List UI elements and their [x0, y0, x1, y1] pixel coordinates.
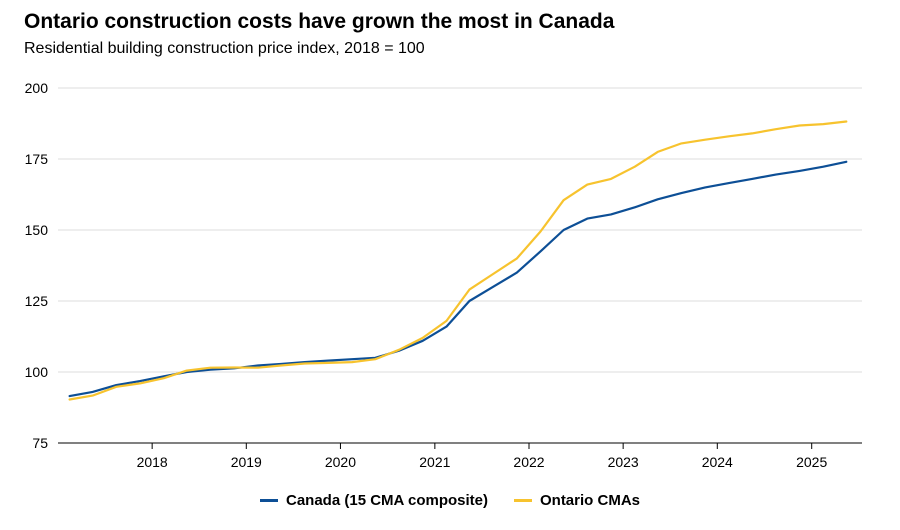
chart-subtitle: Residential building construction price …: [24, 40, 425, 57]
legend-label-canada: Canada (15 CMA composite): [286, 492, 488, 509]
series-line-ontario: [68, 120, 848, 401]
x-axis: 2018 2019 2020 2021 2022 2023 2024 2025: [58, 442, 862, 470]
y-tick-label: 150: [25, 222, 49, 238]
legend-item-ontario: Ontario CMAs: [513, 492, 640, 509]
grid-lines: [58, 87, 862, 373]
legend-swatch-canada: [260, 499, 278, 502]
x-tick-label: 2021: [419, 454, 450, 470]
y-tick-label: 175: [25, 151, 49, 167]
chart-title: Ontario construction costs have grown th…: [24, 10, 615, 33]
y-tick-label: 125: [25, 293, 49, 309]
y-tick-label: 200: [25, 80, 49, 96]
x-tick-label: 2019: [231, 454, 262, 470]
x-tick-label: 2020: [325, 454, 356, 470]
x-tick-label: 2024: [702, 454, 733, 470]
x-tick-label: 2023: [608, 454, 639, 470]
series-lines: [68, 120, 848, 401]
y-tick-label: 100: [25, 364, 49, 380]
series-line-canada: [68, 160, 848, 398]
y-tick-label: 75: [32, 435, 48, 451]
legend-item-canada: Canada (15 CMA composite): [260, 492, 488, 509]
x-tick-label: 2022: [513, 454, 544, 470]
legend-label-ontario: Ontario CMAs: [539, 492, 640, 509]
x-tick-label: 2025: [796, 454, 827, 470]
legend: Canada (15 CMA composite) Ontario CMAs: [0, 492, 900, 509]
y-axis: 75 100 125 150 175 200: [25, 80, 49, 451]
legend-swatch-ontario: [513, 499, 532, 502]
x-tick-label: 2018: [137, 454, 168, 470]
